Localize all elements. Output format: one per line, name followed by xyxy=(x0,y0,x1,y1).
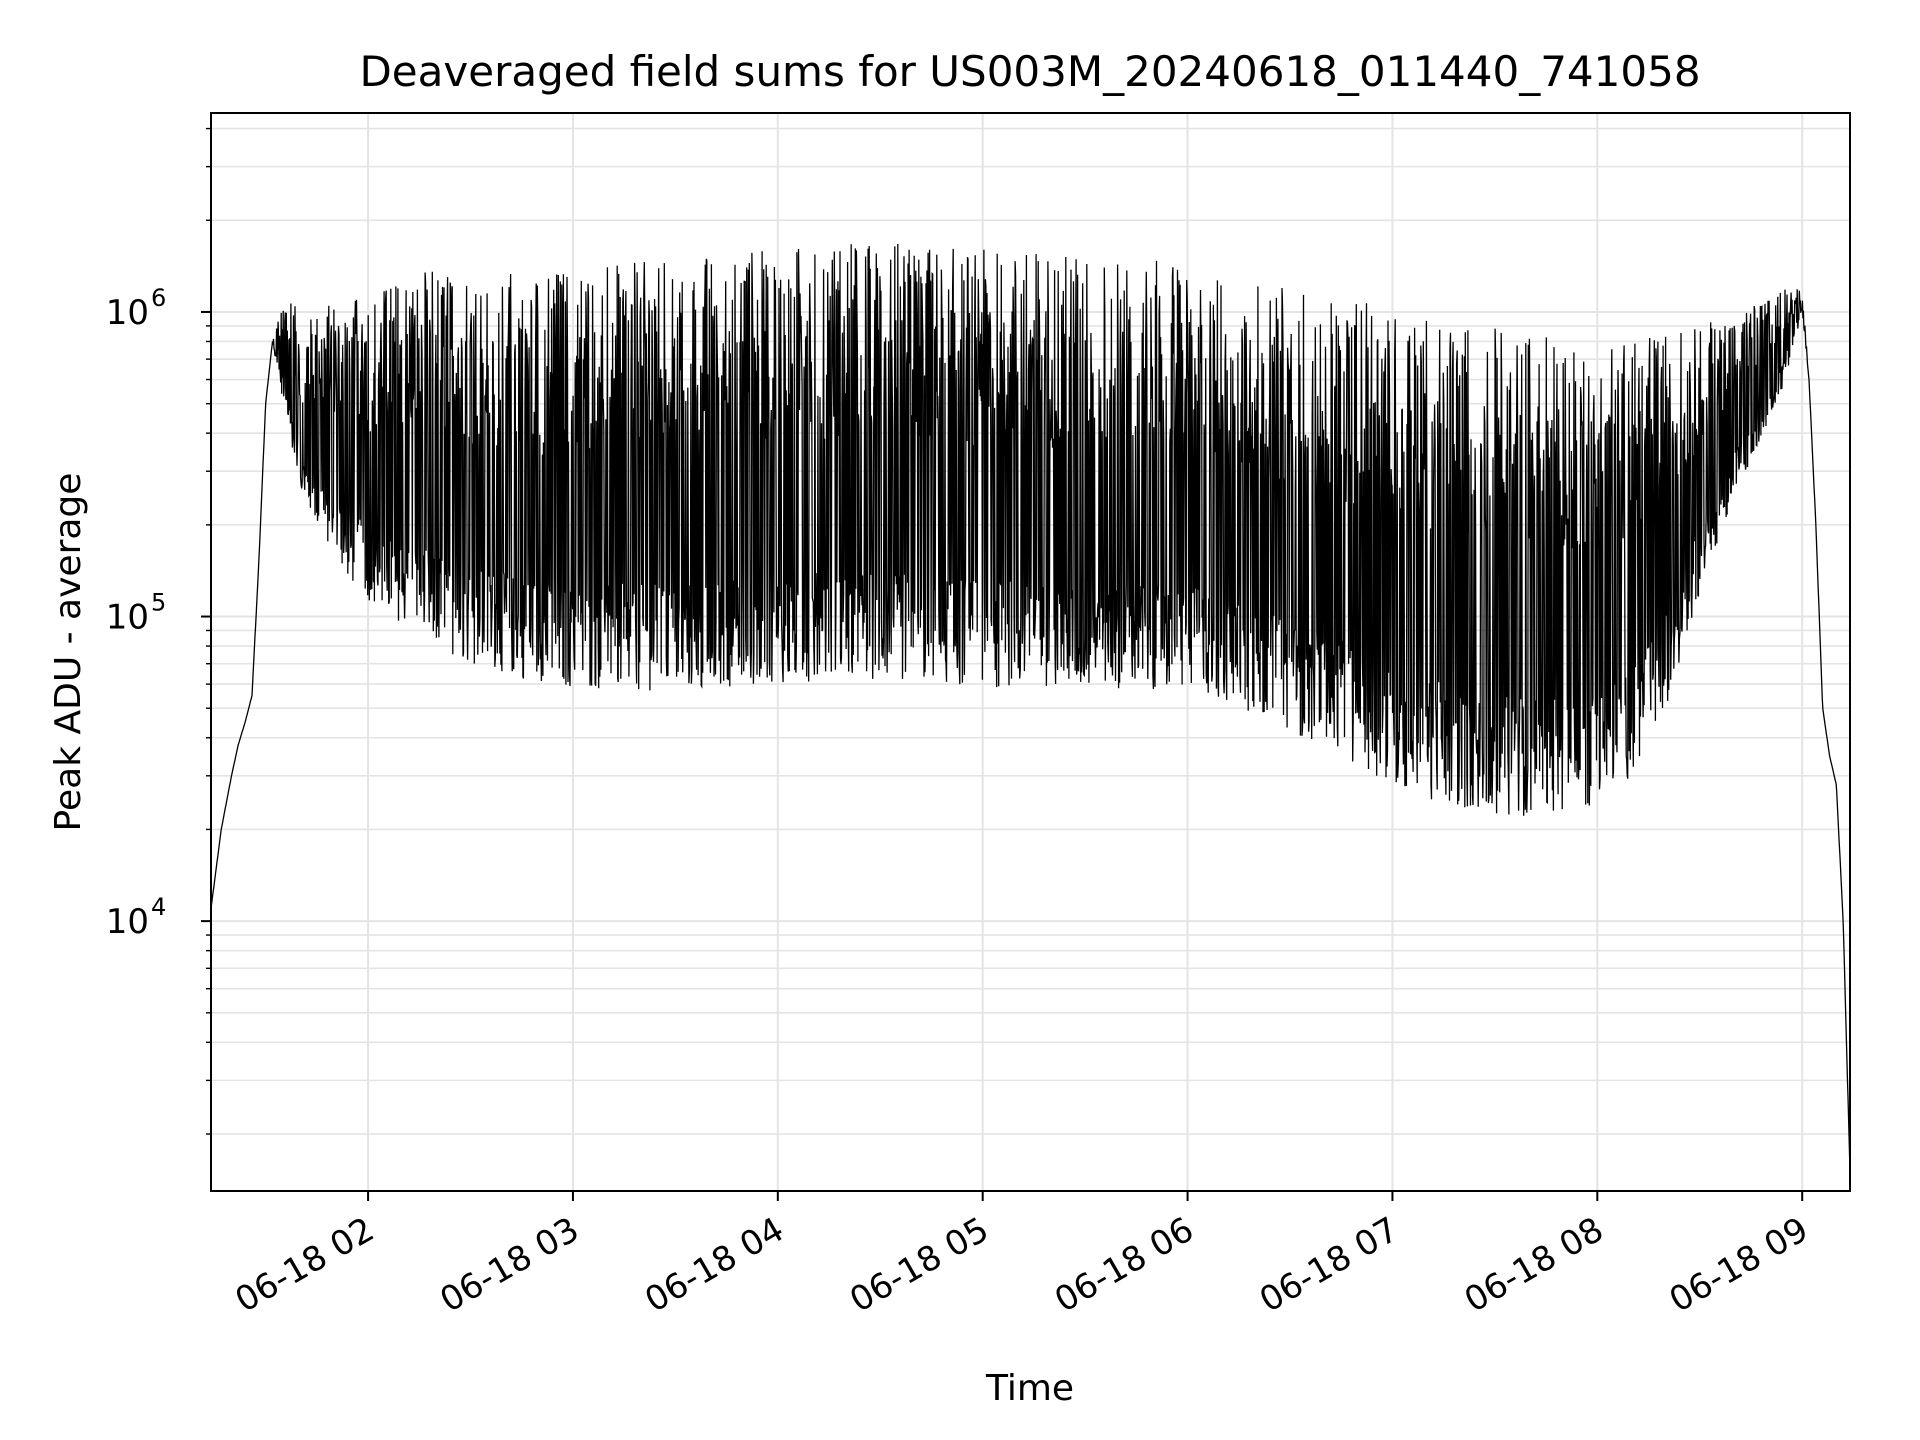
chart-title: Deaveraged field sums for US003M_2024061… xyxy=(359,47,1700,96)
series-layer xyxy=(210,243,1851,1173)
y-tick-base: 10 xyxy=(106,293,149,333)
y-axis-label: Peak ADU - average xyxy=(48,473,89,832)
y-tick-label: 10 xyxy=(106,598,149,638)
x-axis-label: Time xyxy=(985,1368,1074,1409)
y-tick-base: 10 xyxy=(106,902,149,942)
plot-frame xyxy=(210,112,1851,1192)
y-tick-label: 10 xyxy=(106,293,149,333)
y-tick-label: 10 xyxy=(106,902,149,942)
y-tick-base: 10 xyxy=(106,598,149,638)
y-tick-exponent: 5 xyxy=(151,589,166,617)
y-tick-exponent: 4 xyxy=(151,893,166,921)
series-line xyxy=(210,243,1851,1173)
y-tick-exponent: 6 xyxy=(151,284,166,312)
